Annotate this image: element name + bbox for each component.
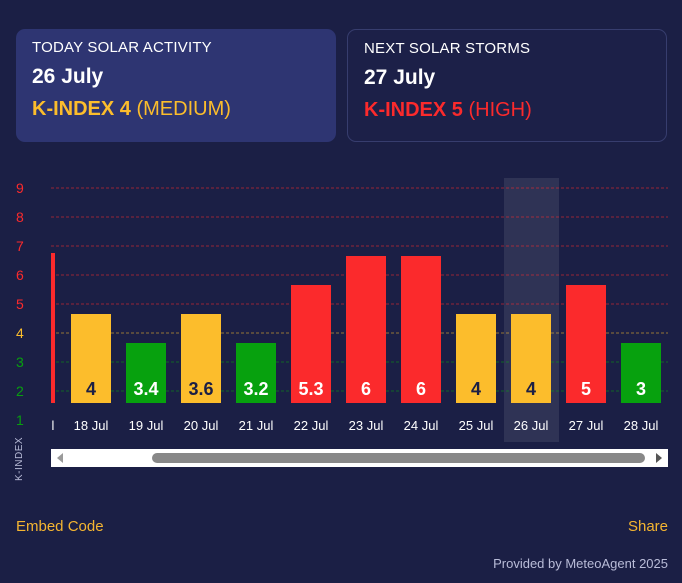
- bar-25-jul: [456, 314, 496, 403]
- bar-26-jul: [511, 314, 551, 403]
- x-tick-18-jul: 18 Jul: [74, 418, 109, 433]
- chart-horizontal-scrollbar[interactable]: [51, 449, 668, 467]
- next-kindex: K-INDEX 5 (HIGH): [364, 99, 650, 122]
- scroll-right-arrow-icon[interactable]: [656, 453, 662, 463]
- y-axis-title: K-INDEX: [14, 436, 25, 482]
- bar-label-21-jul: 3.2: [243, 379, 268, 399]
- today-kindex-label: K-INDEX 4: [32, 98, 131, 120]
- scrollbar-thumb[interactable]: [152, 453, 645, 463]
- bar-label-26-jul: 4: [526, 379, 536, 399]
- bar-label-24-jul: 6: [416, 379, 426, 399]
- bar-21-jul: [236, 343, 276, 403]
- x-tick-26-jul: 26 Jul: [514, 418, 549, 433]
- x-tick-27-jul: 27 Jul: [569, 418, 604, 433]
- today-card-title: TODAY SOLAR ACTIVITY: [32, 39, 212, 56]
- x-tick-22-jul: 22 Jul: [294, 418, 329, 433]
- bar-label-27-jul: 5: [581, 379, 591, 399]
- x-tick-25-jul: 25 Jul: [459, 418, 494, 433]
- share-link[interactable]: Share: [627, 518, 668, 535]
- embed-code-link[interactable]: Embed Code: [16, 518, 104, 535]
- today-kindex: K-INDEX 4 (MEDIUM): [32, 98, 320, 121]
- bar-22-jul: [291, 285, 331, 403]
- bar-23-jul: [346, 256, 386, 403]
- bar-label-20-jul: 3.6: [188, 379, 213, 399]
- bar-18-jul: [71, 314, 111, 403]
- next-solar-storms-card: NEXT SOLAR STORMS 27 July K-INDEX 5 (HIG…: [347, 29, 667, 142]
- y-tick-3: 3: [16, 354, 24, 370]
- x-tick-24-jul: 24 Jul: [404, 418, 439, 433]
- y-tick-6: 6: [16, 267, 24, 283]
- y-tick-9: 9: [16, 180, 24, 196]
- bar-27-jul: [566, 285, 606, 403]
- bar-label-18-jul: 4: [86, 379, 96, 399]
- bar-label-25-jul: 4: [471, 379, 481, 399]
- next-card-title: NEXT SOLAR STORMS: [364, 40, 531, 57]
- bar-label-19-jul: 3.4: [133, 379, 158, 399]
- kindex-bar-chart: 1 2 3 4 5 6 7 8 9 l 4 18 Jul 3.4 19 Jul 3.6 20 Jul 3.2 21…: [16, 178, 668, 442]
- next-kindex-label: K-INDEX 5: [364, 99, 463, 121]
- provider-credit: Provided by MeteoAgent 2025: [493, 556, 668, 571]
- bar-20-jul: [181, 314, 221, 403]
- bar-label-22-jul: 5.3: [298, 379, 323, 399]
- bar-19-jul: [126, 343, 166, 403]
- partial-bar-17-jul: [51, 253, 55, 403]
- y-tick-7: 7: [16, 238, 24, 254]
- next-card-date: 27 July: [364, 66, 436, 89]
- bar-label-23-jul: 6: [361, 379, 371, 399]
- x-tick-28-jul: 28 Jul: [624, 418, 659, 433]
- x-tick-19-jul: 19 Jul: [129, 418, 164, 433]
- today-kindex-level: (MEDIUM): [136, 98, 231, 120]
- bar-28-jul: [621, 343, 661, 403]
- y-tick-8: 8: [16, 209, 24, 225]
- y-tick-1: 1: [16, 412, 24, 428]
- y-tick-5: 5: [16, 296, 24, 312]
- today-card-date: 26 July: [32, 65, 104, 88]
- bar-label-28-jul: 3: [636, 379, 646, 399]
- x-tick-23-jul: 23 Jul: [349, 418, 384, 433]
- bar-24-jul: [401, 256, 441, 403]
- next-kindex-level: (HIGH): [468, 99, 532, 121]
- x-tick-partial: l: [52, 418, 55, 433]
- scroll-left-arrow-icon[interactable]: [57, 453, 63, 463]
- x-tick-21-jul: 21 Jul: [239, 418, 274, 433]
- y-tick-4: 4: [16, 325, 24, 341]
- x-tick-20-jul: 20 Jul: [184, 418, 219, 433]
- today-solar-activity-card: TODAY SOLAR ACTIVITY 26 July K-INDEX 4 (…: [16, 29, 336, 142]
- y-tick-2: 2: [16, 383, 24, 399]
